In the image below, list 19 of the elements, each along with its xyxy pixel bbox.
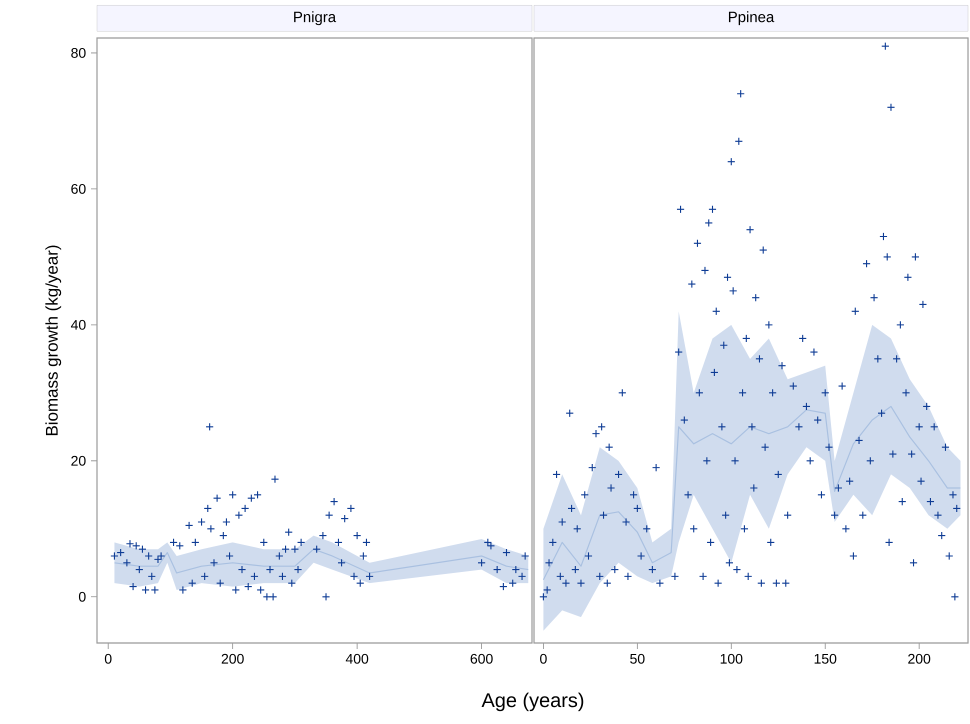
y-tick-label: 20 [71, 456, 86, 466]
y-tick-label: 0 [78, 592, 86, 602]
x-tick-label: 400 [346, 654, 368, 664]
x-tick-label: 50 [630, 654, 645, 664]
chart-title: Ppinea [728, 11, 774, 26]
x-axis-title: Age (years) [482, 692, 584, 712]
x-tick-label: 150 [814, 654, 836, 664]
x-tick-label: 100 [720, 654, 742, 664]
y-tick-label: 60 [71, 184, 86, 194]
x-tick-label: 200 [908, 654, 930, 664]
x-tick-label: 0 [104, 654, 112, 664]
y-axis-title: Biomass growth (kg/year) [45, 246, 62, 436]
chart-title: Pnigra [294, 11, 336, 26]
y-tick-label: 40 [70, 320, 86, 330]
y-tick-label: 80 [71, 48, 86, 58]
x-tick-label: 200 [222, 654, 244, 664]
x-tick-label: 0 [540, 654, 547, 664]
line-series [114, 548, 529, 574]
x-tick-label: 600 [470, 654, 493, 664]
